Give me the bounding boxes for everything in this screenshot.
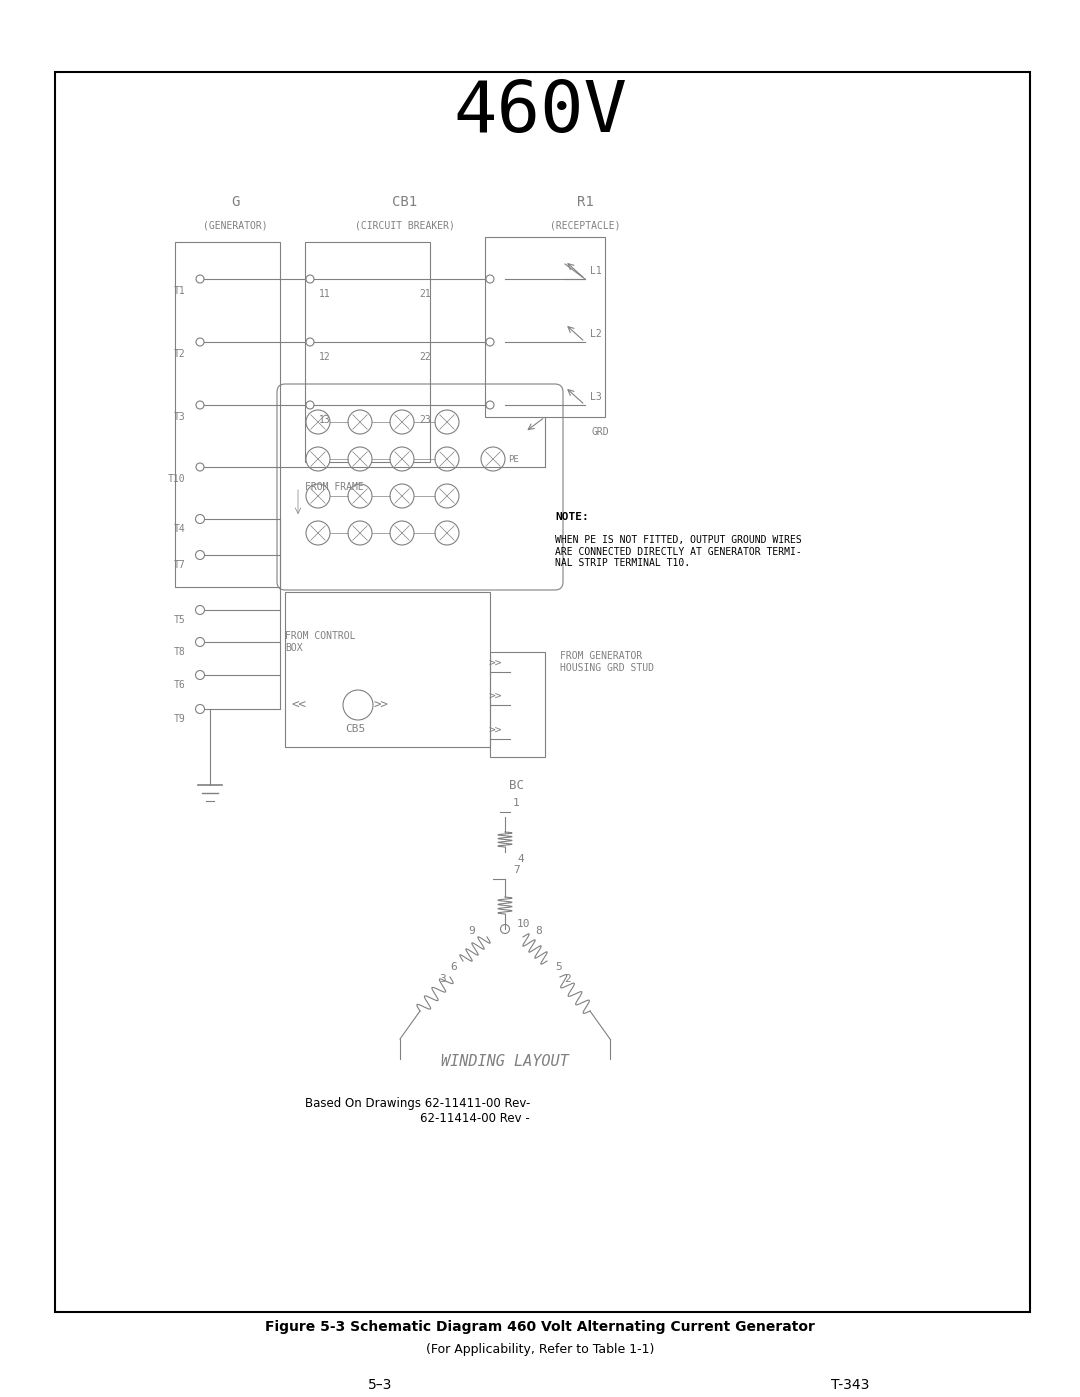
Circle shape (435, 521, 459, 545)
Text: 9: 9 (469, 926, 475, 936)
Text: (For Applicability, Refer to Table 1-1): (For Applicability, Refer to Table 1-1) (426, 1343, 654, 1355)
Text: 21: 21 (419, 289, 431, 299)
Text: T6: T6 (173, 680, 185, 690)
Circle shape (348, 521, 372, 545)
Bar (285, 592, 490, 747)
Text: FROM GENERATOR
HOUSING GRD STUD: FROM GENERATOR HOUSING GRD STUD (561, 651, 654, 673)
Text: T10: T10 (167, 474, 185, 483)
Text: WINDING LAYOUT: WINDING LAYOUT (441, 1055, 569, 1070)
Text: PE: PE (508, 454, 518, 464)
Circle shape (348, 483, 372, 509)
Text: 5: 5 (555, 963, 562, 972)
Bar (485, 237, 605, 416)
Circle shape (390, 409, 414, 434)
Text: L3: L3 (590, 393, 602, 402)
Text: GRD: GRD (592, 427, 609, 437)
Text: T4: T4 (173, 524, 185, 534)
Text: 11: 11 (319, 289, 330, 299)
Text: 22: 22 (419, 352, 431, 362)
Text: T8: T8 (173, 647, 185, 657)
Text: T-343: T-343 (831, 1377, 869, 1391)
Text: 460V: 460V (453, 77, 627, 147)
Bar (490, 652, 545, 757)
Text: 6: 6 (450, 963, 457, 972)
Text: T2: T2 (173, 349, 185, 359)
Text: R1: R1 (577, 196, 593, 210)
Circle shape (306, 483, 330, 509)
Text: 7: 7 (513, 865, 519, 875)
Text: T5: T5 (173, 615, 185, 624)
Text: >>: >> (488, 692, 502, 703)
Text: G: G (231, 196, 239, 210)
Text: >>: >> (373, 698, 388, 711)
Text: NOTE:: NOTE: (555, 511, 589, 522)
Text: T3: T3 (173, 412, 185, 422)
Text: (GENERATOR): (GENERATOR) (203, 219, 268, 231)
Text: 23: 23 (419, 415, 431, 425)
Circle shape (481, 447, 505, 471)
Circle shape (306, 521, 330, 545)
Text: FROM FRAME: FROM FRAME (305, 482, 364, 492)
Bar (175, 242, 280, 587)
Text: 10: 10 (517, 919, 530, 929)
Text: Figure 5-3 Schematic Diagram 460 Volt Alternating Current Generator: Figure 5-3 Schematic Diagram 460 Volt Al… (265, 1320, 815, 1334)
Circle shape (435, 447, 459, 471)
Text: >>: >> (488, 659, 502, 669)
Circle shape (390, 483, 414, 509)
Text: 8: 8 (535, 926, 542, 936)
Text: 5–3: 5–3 (368, 1377, 392, 1391)
Circle shape (306, 409, 330, 434)
Text: L2: L2 (590, 330, 602, 339)
Text: FROM CONTROL
BOX: FROM CONTROL BOX (285, 631, 355, 652)
Text: Based On Drawings 62-11411-00 Rev-
62-11414-00 Rev -: Based On Drawings 62-11411-00 Rev- 62-11… (305, 1097, 530, 1125)
Circle shape (348, 447, 372, 471)
Text: L1: L1 (590, 265, 602, 277)
Circle shape (435, 483, 459, 509)
Text: BC: BC (510, 778, 525, 792)
Text: 3: 3 (440, 974, 446, 983)
Circle shape (435, 409, 459, 434)
Bar (305, 242, 430, 462)
Text: (CIRCUIT BREAKER): (CIRCUIT BREAKER) (355, 219, 455, 231)
Circle shape (306, 447, 330, 471)
Text: 13: 13 (319, 415, 330, 425)
Circle shape (348, 409, 372, 434)
Text: 12: 12 (319, 352, 330, 362)
Text: <<: << (292, 698, 307, 711)
Circle shape (390, 447, 414, 471)
Bar (55, 73, 1030, 1312)
Text: (RECEPTACLE): (RECEPTACLE) (550, 219, 620, 231)
Text: 1: 1 (513, 798, 519, 807)
Text: 4: 4 (517, 854, 524, 863)
Text: WHEN PE IS NOT FITTED, OUTPUT GROUND WIRES
ARE CONNECTED DIRECTLY AT GENERATOR T: WHEN PE IS NOT FITTED, OUTPUT GROUND WIR… (555, 535, 801, 569)
Circle shape (390, 521, 414, 545)
Text: T9: T9 (173, 714, 185, 724)
Text: >>: >> (488, 726, 502, 736)
Text: T7: T7 (173, 560, 185, 570)
Text: CB5: CB5 (345, 724, 365, 733)
Text: T1: T1 (173, 286, 185, 296)
Text: CB1: CB1 (392, 196, 418, 210)
Text: 2: 2 (564, 974, 570, 983)
